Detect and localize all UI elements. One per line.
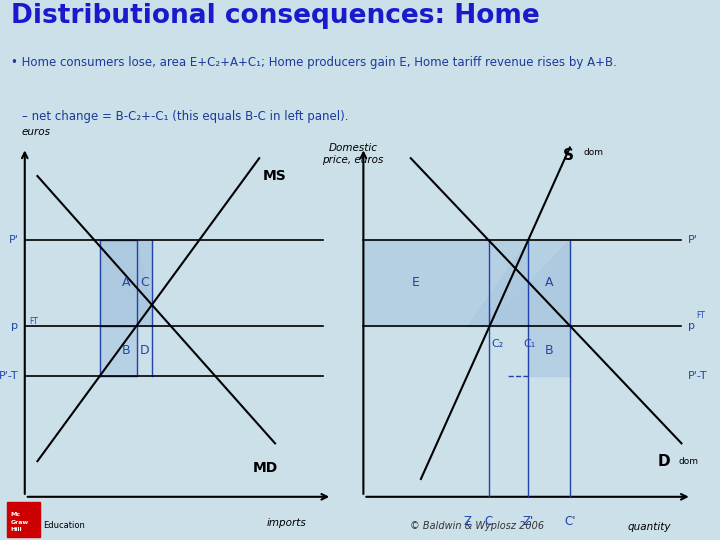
Bar	[7, 502, 40, 537]
Text: imports: imports	[267, 518, 307, 528]
Text: Education: Education	[43, 521, 86, 530]
Text: MD: MD	[253, 461, 278, 475]
Text: p: p	[688, 321, 696, 330]
Polygon shape	[489, 240, 570, 326]
Polygon shape	[137, 240, 152, 326]
Text: B: B	[122, 344, 130, 357]
Text: P': P'	[9, 235, 19, 245]
Text: p: p	[12, 321, 19, 330]
Text: • Home consumers lose, area E+C₂+A+C₁; Home producers gain E, Home tariff revenu: • Home consumers lose, area E+C₂+A+C₁; H…	[11, 56, 616, 69]
Text: A: A	[122, 276, 130, 289]
Text: E: E	[411, 276, 419, 289]
Text: dom: dom	[678, 457, 698, 465]
Polygon shape	[528, 326, 570, 376]
Text: D: D	[140, 344, 149, 357]
Text: FT: FT	[30, 317, 38, 326]
Text: – net change = B-C₂+-C₁ (this equals B-C in left panel).: – net change = B-C₂+-C₁ (this equals B-C…	[22, 110, 348, 123]
Polygon shape	[100, 240, 152, 326]
Text: P': P'	[688, 235, 698, 245]
Text: P'-T: P'-T	[0, 370, 19, 381]
Text: C': C'	[564, 515, 575, 528]
Text: Hill: Hill	[11, 528, 22, 532]
Polygon shape	[100, 240, 137, 376]
Text: dom: dom	[583, 147, 603, 157]
Text: D: D	[658, 454, 670, 469]
Text: C₂: C₂	[492, 339, 504, 348]
Text: P'-T: P'-T	[688, 370, 708, 381]
Text: S: S	[563, 147, 574, 163]
Polygon shape	[528, 240, 570, 326]
Text: © Baldwin & Wyplosz 2006: © Baldwin & Wyplosz 2006	[410, 521, 544, 531]
Text: A: A	[545, 276, 553, 289]
Text: C: C	[140, 276, 148, 289]
Text: Z: Z	[464, 515, 472, 528]
Text: C: C	[485, 515, 492, 528]
Text: C₁: C₁	[523, 339, 536, 348]
Polygon shape	[467, 240, 528, 326]
Text: Graw: Graw	[11, 519, 29, 525]
Text: Distributional consequences: Home: Distributional consequences: Home	[11, 3, 539, 29]
Text: Mc: Mc	[11, 512, 21, 517]
Text: quantity: quantity	[628, 522, 671, 532]
Polygon shape	[364, 240, 528, 326]
Text: Domestic
price, euros: Domestic price, euros	[322, 143, 384, 165]
Text: B: B	[545, 344, 553, 357]
Text: Z': Z'	[523, 515, 534, 528]
Text: FT: FT	[697, 312, 706, 320]
Text: MS: MS	[262, 169, 286, 183]
Text: euros: euros	[22, 127, 50, 137]
